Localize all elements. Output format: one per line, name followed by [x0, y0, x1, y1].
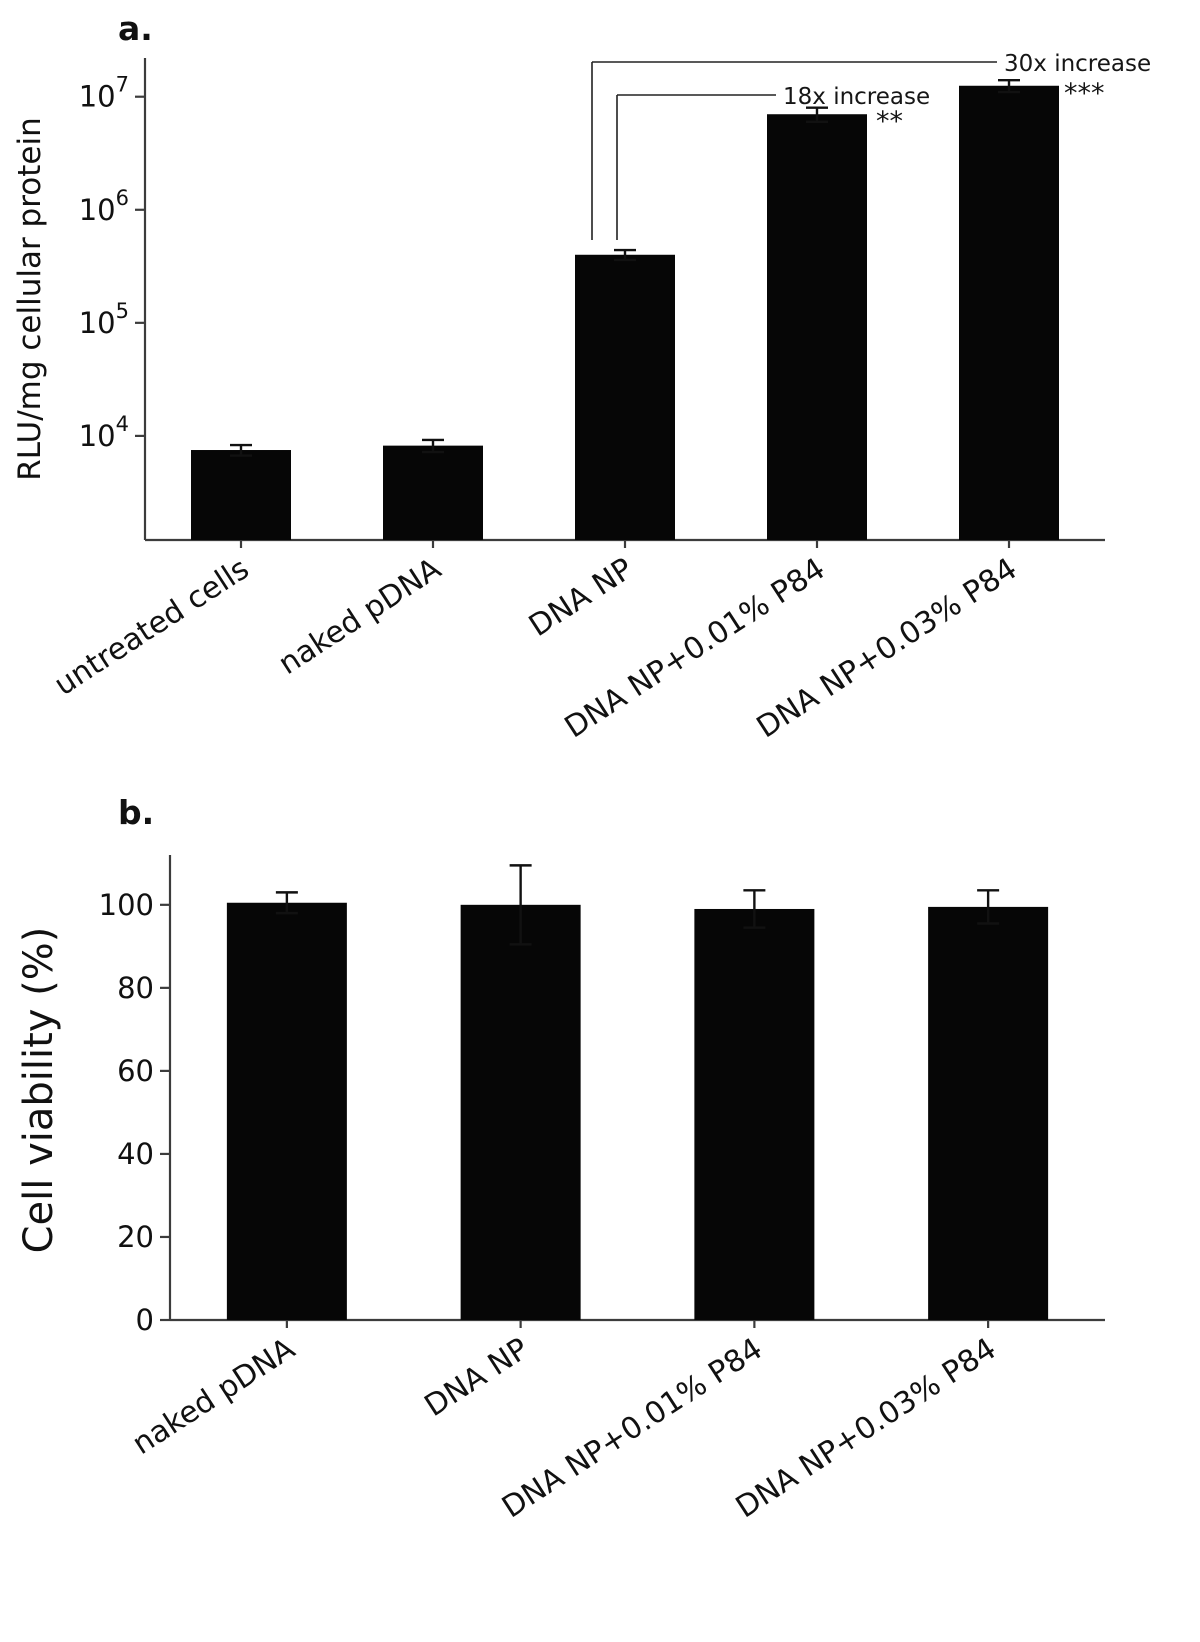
y-tick-label: 40 — [117, 1137, 154, 1171]
panel-a-plot-area: 104 105 106 107 untreated cells naked pDNA DNA… — [48, 51, 1151, 745]
bar-dna-np-0-03-p84 — [928, 906, 1049, 1320]
x-category-label-dna-np-0-03-p84: DNA NP+0.03% P84 — [730, 1331, 1003, 1525]
y-tick-label: 104 — [79, 412, 129, 453]
y-tick-label: 107 — [79, 73, 129, 114]
panel-b-y-axis-label: Cell viability (%) — [16, 927, 62, 1254]
panel-b-chart: b. Cell viability (%) 0 20 40 60 80 100 naked … — [16, 793, 1105, 1525]
panel-a-chart: a. RLU/mg cellular protein 104 105 106 107 u… — [12, 9, 1151, 745]
bar-dna-np-0-03-p84 — [959, 85, 1059, 541]
significance-stars: ** — [876, 106, 903, 137]
y-tick-label: 20 — [117, 1220, 154, 1254]
bar-naked-pdna — [226, 902, 347, 1320]
significance-stars: *** — [1064, 78, 1105, 109]
x-category-label-naked-pdna: naked pDNA — [126, 1331, 301, 1462]
panel-a-label: a. — [118, 9, 153, 48]
bar-dna-np-0-01-p84 — [694, 908, 815, 1320]
bar-dna-np-0-01-p84 — [767, 114, 867, 540]
y-tick-label: 106 — [79, 186, 129, 227]
panel-b-label: b. — [118, 793, 154, 832]
x-category-label-dna-np-0-01-p84: DNA NP+0.01% P84 — [496, 1331, 769, 1525]
panel-a-y-axis-label: RLU/mg cellular protein — [12, 117, 48, 481]
x-category-label-dna-np: DNA NP — [419, 1331, 535, 1424]
y-tick-label: 60 — [117, 1054, 154, 1088]
y-tick-label: 100 — [99, 888, 154, 922]
y-tick-label: 80 — [117, 971, 154, 1005]
x-category-label-untreated-cells: untreated cells — [48, 551, 255, 703]
annotation-label: 18x increase — [783, 84, 930, 110]
y-tick-label: 0 — [136, 1303, 154, 1337]
x-category-label-naked-pdna: naked pDNA — [272, 551, 447, 682]
bar-untreated-cells — [191, 450, 291, 540]
bar-dna-np — [575, 254, 675, 540]
bar-dna-np — [460, 904, 581, 1320]
bar-naked-pdna — [383, 445, 483, 540]
y-tick-label: 105 — [79, 299, 129, 340]
x-category-label-dna-np: DNA NP — [523, 551, 639, 644]
annotation-label: 30x increase — [1004, 51, 1151, 77]
